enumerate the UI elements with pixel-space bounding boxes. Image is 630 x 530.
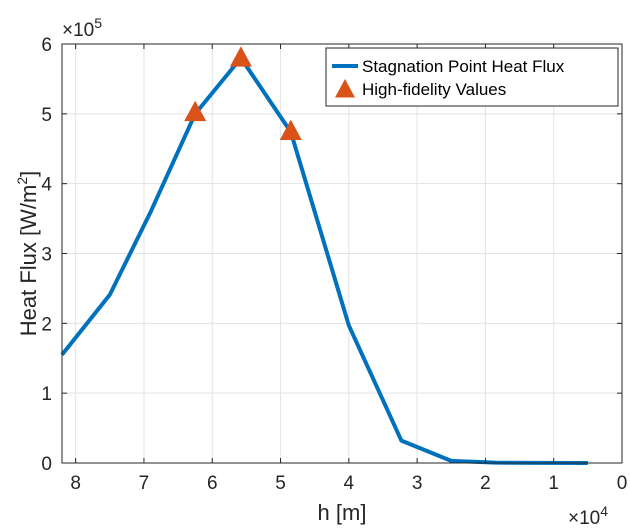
y-tick-label: 2: [41, 314, 52, 335]
legend-entry-high-fidelity: High-fidelity Values: [362, 80, 506, 99]
y-tick-label: 5: [41, 105, 52, 126]
plot-series: [60, 46, 588, 465]
x-tick-label: 5: [275, 473, 286, 494]
x-multiplier-base: ×10: [568, 508, 600, 529]
series-line-stagnation-heat-flux: [60, 55, 588, 465]
x-tick-label: 7: [139, 473, 150, 494]
y-tick-labels: 0 1 2 3 4 5 6: [41, 35, 52, 475]
grid: [62, 43, 623, 464]
legend: Stagnation Point Heat Flux High-fidelity…: [325, 47, 619, 107]
legend-triangle-swatch: [335, 79, 355, 98]
legend-box: [325, 47, 619, 107]
x-tick-label: 3: [412, 473, 423, 494]
x-tick-labels: 8 7 6 5 4 3 2 1 0: [70, 473, 627, 494]
y-multiplier-exp: 5: [94, 15, 102, 31]
y-axis-label-sup: 2: [14, 177, 30, 185]
y-axis-label: Heat Flux [W/m2]: [14, 171, 41, 337]
x-tick-label: 1: [548, 473, 559, 494]
y-tick-label: 4: [41, 175, 52, 196]
x-axis-label: h [m]: [318, 500, 367, 525]
y-tick-label: 3: [41, 245, 52, 266]
x-tick-label: 4: [344, 473, 355, 494]
y-axis-label-close: ]: [16, 171, 41, 177]
y-multiplier-base: ×10: [62, 20, 94, 41]
x-tick-label: 2: [480, 473, 491, 494]
high-fidelity-marker: [184, 100, 207, 122]
high-fidelity-marker: [229, 46, 252, 67]
x-multiplier-exp: 4: [600, 503, 608, 519]
y-tick-label: 6: [41, 35, 52, 56]
legend-entry-stagnation: Stagnation Point Heat Flux: [362, 57, 565, 76]
x-axis-multiplier: ×104: [568, 503, 608, 529]
tick-marks: [62, 43, 623, 464]
y-tick-label: 1: [41, 384, 52, 405]
y-tick-label: 0: [41, 454, 52, 475]
x-tick-label: 8: [70, 473, 81, 494]
y-axis-label-base: Heat Flux [W/m: [16, 185, 41, 337]
high-fidelity-marker: [279, 119, 302, 140]
x-tick-label: 0: [617, 473, 628, 494]
y-axis-multiplier: ×105: [62, 15, 102, 41]
x-tick-label: 6: [207, 473, 218, 494]
